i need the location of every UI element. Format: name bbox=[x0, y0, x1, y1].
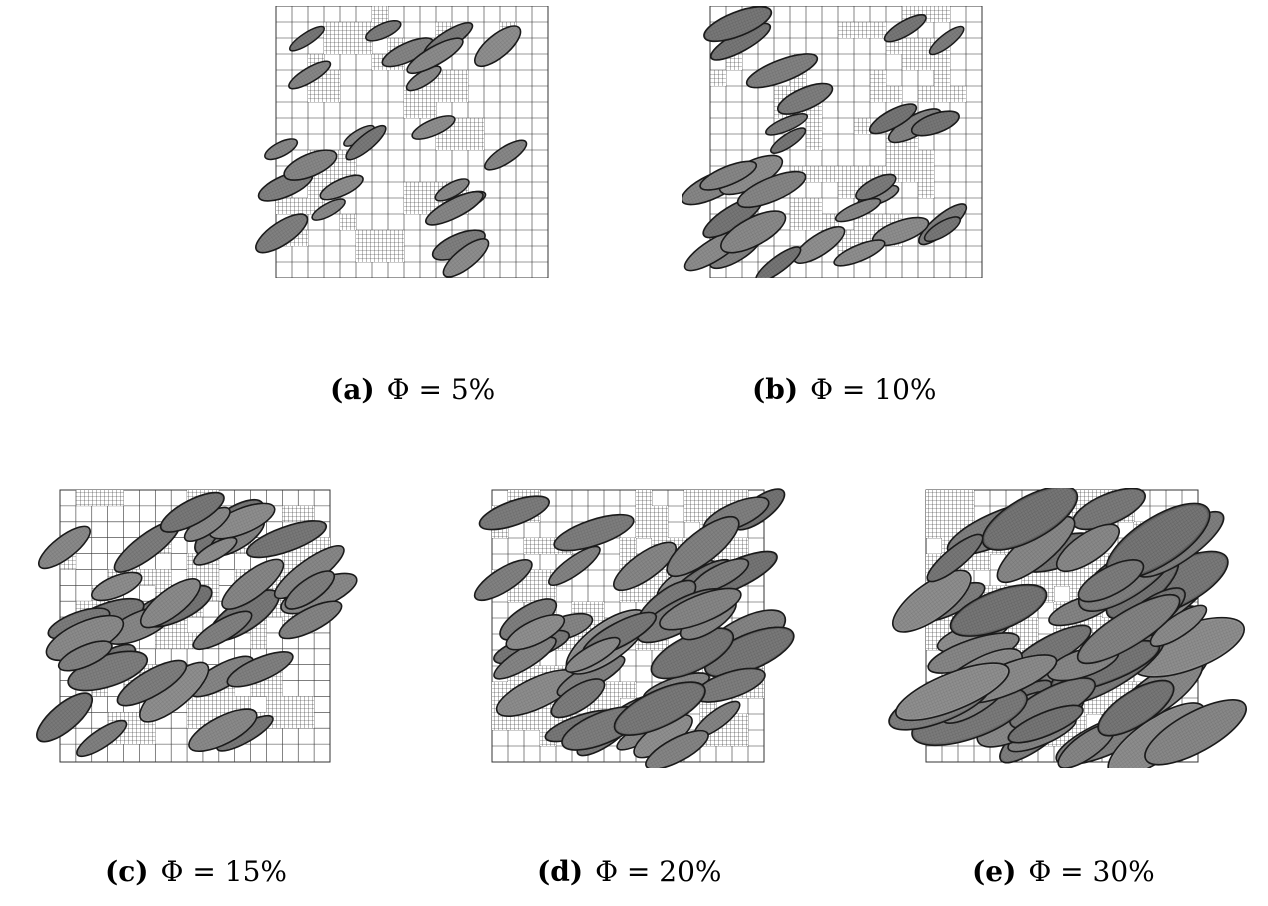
caption-c-tag: (c) bbox=[105, 855, 149, 888]
subfigure-c-image bbox=[0, 488, 390, 768]
caption-e-label: Φ = 30% bbox=[1028, 855, 1155, 888]
particles bbox=[36, 491, 358, 758]
caption-b-label: Φ = 10% bbox=[810, 373, 937, 406]
mesh-particles-d bbox=[473, 488, 795, 768]
caption-a-label: Φ = 5% bbox=[386, 373, 496, 406]
particles bbox=[888, 488, 1247, 768]
caption-d-tag: (d) bbox=[537, 855, 584, 888]
mesh-particles-a bbox=[255, 6, 549, 278]
particles bbox=[255, 20, 528, 278]
caption-e: (e) Φ = 30% bbox=[972, 855, 1155, 888]
caption-c-label: Φ = 15% bbox=[160, 855, 287, 888]
mesh-particles-e bbox=[888, 488, 1247, 768]
caption-a-tag: (a) bbox=[330, 373, 375, 406]
mesh-particles-c bbox=[36, 489, 358, 763]
caption-c: (c) Φ = 15% bbox=[105, 855, 287, 888]
particles bbox=[682, 6, 968, 278]
caption-b-tag: (b) bbox=[752, 373, 799, 406]
subfigure-b-image bbox=[682, 6, 1042, 278]
subfigure-a-image bbox=[250, 6, 550, 278]
subfigure-d-image bbox=[462, 488, 822, 768]
subfigure-e-image bbox=[860, 488, 1268, 768]
caption-e-tag: (e) bbox=[972, 855, 1017, 888]
caption-a: (a) Φ = 5% bbox=[330, 373, 495, 406]
mesh-particles-b bbox=[682, 6, 983, 278]
caption-d: (d) Φ = 20% bbox=[537, 855, 722, 888]
caption-b: (b) Φ = 10% bbox=[752, 373, 937, 406]
caption-d-label: Φ = 20% bbox=[595, 855, 722, 888]
particles bbox=[473, 488, 795, 768]
